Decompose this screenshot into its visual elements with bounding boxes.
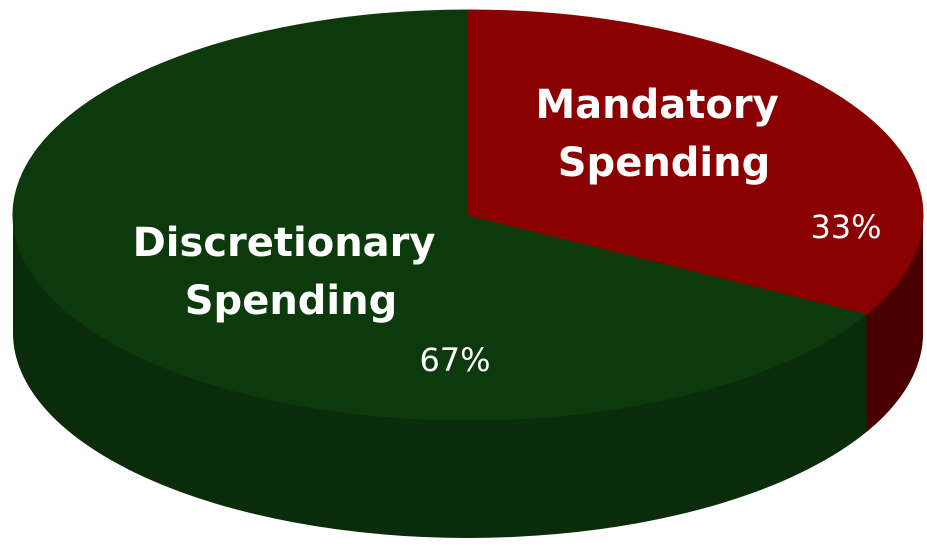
label-mandatory-line2: Spending [558,140,771,186]
slice-side-mandatory [866,215,923,432]
value-label-mandatory: 33% [810,208,881,246]
slice-discretionary [12,9,868,421]
label-discretionary-line1: Discretionary [133,220,436,266]
pie-side-wall [13,215,923,538]
pie-body [12,9,924,538]
value-label-discretionary: 67% [419,341,490,379]
label-discretionary-line2: Spending [185,278,398,324]
label-discretionary: Discretionary Spending [133,220,450,324]
label-mandatory-line1: Mandatory [535,82,778,128]
label-mandatory: Mandatory Spending [535,82,792,186]
slice-mandatory [467,9,924,315]
